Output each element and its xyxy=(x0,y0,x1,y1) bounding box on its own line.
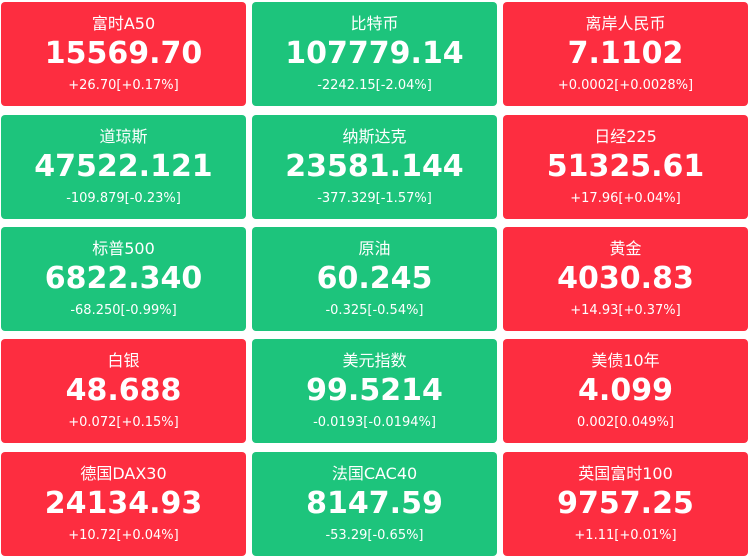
quote-price: 4030.83 xyxy=(557,261,694,296)
quote-tile-ftse-a50[interactable]: 富时A50 15569.70 +26.70[+0.17%] xyxy=(1,2,246,106)
quote-tile-dow-jones[interactable]: 道琼斯 47522.121 -109.879[-0.23%] xyxy=(1,115,246,219)
quote-name: 白银 xyxy=(107,351,140,370)
quote-tile-ftse-100[interactable]: 英国富时100 9757.25 +1.11[+0.01%] xyxy=(503,452,748,556)
quote-tile-bitcoin[interactable]: 比特币 107779.14 -2242.15[-2.04%] xyxy=(252,2,497,106)
quote-tile-us-10y-treasury[interactable]: 美债10年 4.099 0.002[0.049%] xyxy=(503,339,748,443)
quote-change: +0.0002[+0.0028%] xyxy=(557,78,694,93)
quote-name: 英国富时100 xyxy=(578,464,673,483)
quote-tile-gold[interactable]: 黄金 4030.83 +14.93[+0.37%] xyxy=(503,227,748,331)
quote-price: 6822.340 xyxy=(44,261,203,296)
quote-change: +1.11[+0.01%] xyxy=(574,528,677,543)
quote-price: 51325.61 xyxy=(546,149,705,184)
quote-name: 离岸人民币 xyxy=(585,14,666,33)
quote-change: +14.93[+0.37%] xyxy=(570,303,681,318)
quote-price: 24134.93 xyxy=(44,486,203,521)
quote-price: 47522.121 xyxy=(34,149,213,184)
quote-change: +10.72[+0.04%] xyxy=(68,528,179,543)
quote-name: 日经225 xyxy=(594,127,657,146)
quote-name: 富时A50 xyxy=(91,14,156,33)
quote-name: 标普500 xyxy=(92,239,155,258)
quote-change: -109.879[-0.23%] xyxy=(66,191,181,206)
quote-tile-dollar-index[interactable]: 美元指数 99.5214 -0.0193[-0.0194%] xyxy=(252,339,497,443)
quote-change: +26.70[+0.17%] xyxy=(68,78,179,93)
quote-name: 德国DAX30 xyxy=(80,464,167,483)
quote-tile-nikkei-225[interactable]: 日经225 51325.61 +17.96[+0.04%] xyxy=(503,115,748,219)
quote-tile-sp500[interactable]: 标普500 6822.340 -68.250[-0.99%] xyxy=(1,227,246,331)
quote-change: -0.325[-0.54%] xyxy=(325,303,424,318)
quote-change: -377.329[-1.57%] xyxy=(317,191,432,206)
quote-change: -0.0193[-0.0194%] xyxy=(313,415,436,430)
quote-change: +17.96[+0.04%] xyxy=(570,191,681,206)
quote-change: -2242.15[-2.04%] xyxy=(317,78,432,93)
quote-tile-crude-oil[interactable]: 原油 60.245 -0.325[-0.54%] xyxy=(252,227,497,331)
quote-price: 4.099 xyxy=(578,373,673,408)
quote-tile-cac40[interactable]: 法国CAC40 8147.59 -53.29[-0.65%] xyxy=(252,452,497,556)
quote-name: 法国CAC40 xyxy=(331,464,418,483)
quote-price: 8147.59 xyxy=(306,486,443,521)
quote-price: 99.5214 xyxy=(306,373,443,408)
quote-tile-offshore-rmb[interactable]: 离岸人民币 7.1102 +0.0002[+0.0028%] xyxy=(503,2,748,106)
quote-price: 23581.144 xyxy=(285,149,464,184)
quote-change: -68.250[-0.99%] xyxy=(70,303,177,318)
quote-tile-dax30[interactable]: 德国DAX30 24134.93 +10.72[+0.04%] xyxy=(1,452,246,556)
quote-name: 美债10年 xyxy=(591,351,660,370)
quote-name: 美元指数 xyxy=(342,351,407,370)
quote-name: 原油 xyxy=(358,239,391,258)
quote-price: 15569.70 xyxy=(44,36,203,71)
quote-tile-nasdaq[interactable]: 纳斯达克 23581.144 -377.329[-1.57%] xyxy=(252,115,497,219)
quote-name: 比特币 xyxy=(350,14,399,33)
quote-tile-silver[interactable]: 白银 48.688 +0.072[+0.15%] xyxy=(1,339,246,443)
quote-change: -53.29[-0.65%] xyxy=(325,528,424,543)
quote-price: 107779.14 xyxy=(285,36,464,71)
quote-price: 48.688 xyxy=(65,373,182,408)
quote-change: 0.002[0.049%] xyxy=(577,415,674,430)
quote-price: 60.245 xyxy=(316,261,433,296)
quote-change: +0.072[+0.15%] xyxy=(68,415,179,430)
quote-name: 黄金 xyxy=(609,239,642,258)
quote-name: 纳斯达克 xyxy=(342,127,407,146)
quote-price: 9757.25 xyxy=(557,486,694,521)
quote-price: 7.1102 xyxy=(567,36,684,71)
quote-name: 道琼斯 xyxy=(99,127,148,146)
